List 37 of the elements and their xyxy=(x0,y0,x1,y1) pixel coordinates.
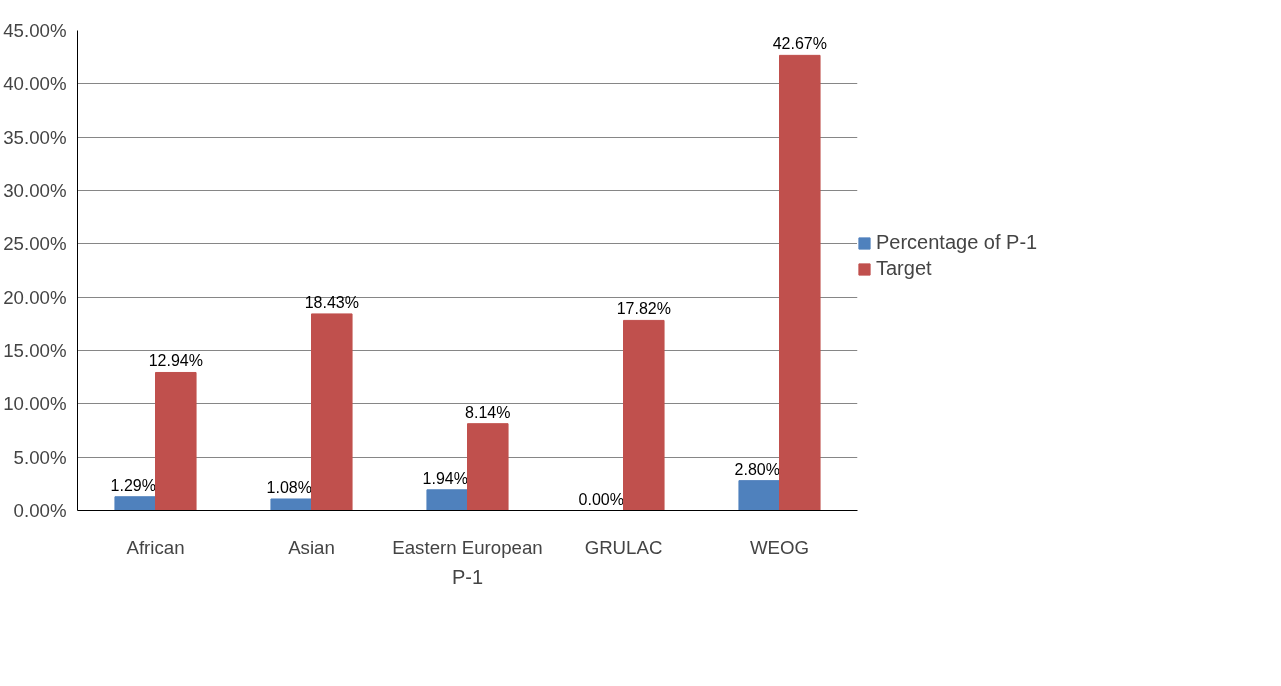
data-label: 1.94% xyxy=(422,469,468,487)
bar xyxy=(426,489,468,511)
bar xyxy=(467,423,509,511)
y-tick-label: 10.00% xyxy=(3,393,67,415)
x-tick-label: Asian xyxy=(288,536,335,558)
bar xyxy=(738,480,780,511)
y-tick-label: 20.00% xyxy=(3,286,67,308)
data-label: 1.29% xyxy=(110,476,156,494)
y-tick-label: 15.00% xyxy=(3,340,67,361)
x-tick-label: GRULAC xyxy=(584,536,663,558)
data-label: 0.00% xyxy=(578,490,624,508)
y-tick-label: 30.00% xyxy=(3,180,67,201)
bar xyxy=(270,498,312,511)
data-label: 12.94% xyxy=(148,352,203,370)
data-label: 17.82% xyxy=(616,300,671,318)
data-label: 1.08% xyxy=(266,478,312,496)
x-tick-label: Eastern European xyxy=(392,536,543,558)
y-tick-label: 25.00% xyxy=(3,233,67,255)
data-label: 18.43% xyxy=(304,293,359,311)
legend-label: Percentage of P-1 xyxy=(876,231,1038,254)
legend-label: Target xyxy=(876,257,932,280)
bar xyxy=(623,319,665,511)
data-label: 2.80% xyxy=(734,460,780,478)
y-tick-label: 5.00% xyxy=(13,446,67,468)
y-tick-label: 40.00% xyxy=(3,73,67,95)
y-tick-label: 0.00% xyxy=(13,500,67,521)
data-label: 8.14% xyxy=(465,403,511,421)
x-axis-title: P-1 xyxy=(451,565,484,588)
x-tick-label: African xyxy=(126,536,185,558)
bar xyxy=(114,496,156,511)
data-label: 42.67% xyxy=(772,35,827,53)
bar xyxy=(779,54,821,511)
bar xyxy=(155,371,197,511)
x-tick-label: WEOG xyxy=(749,536,810,558)
y-tick-label: 35.00% xyxy=(3,126,67,148)
bar xyxy=(311,313,353,511)
y-tick-label: 45.00% xyxy=(3,20,67,41)
